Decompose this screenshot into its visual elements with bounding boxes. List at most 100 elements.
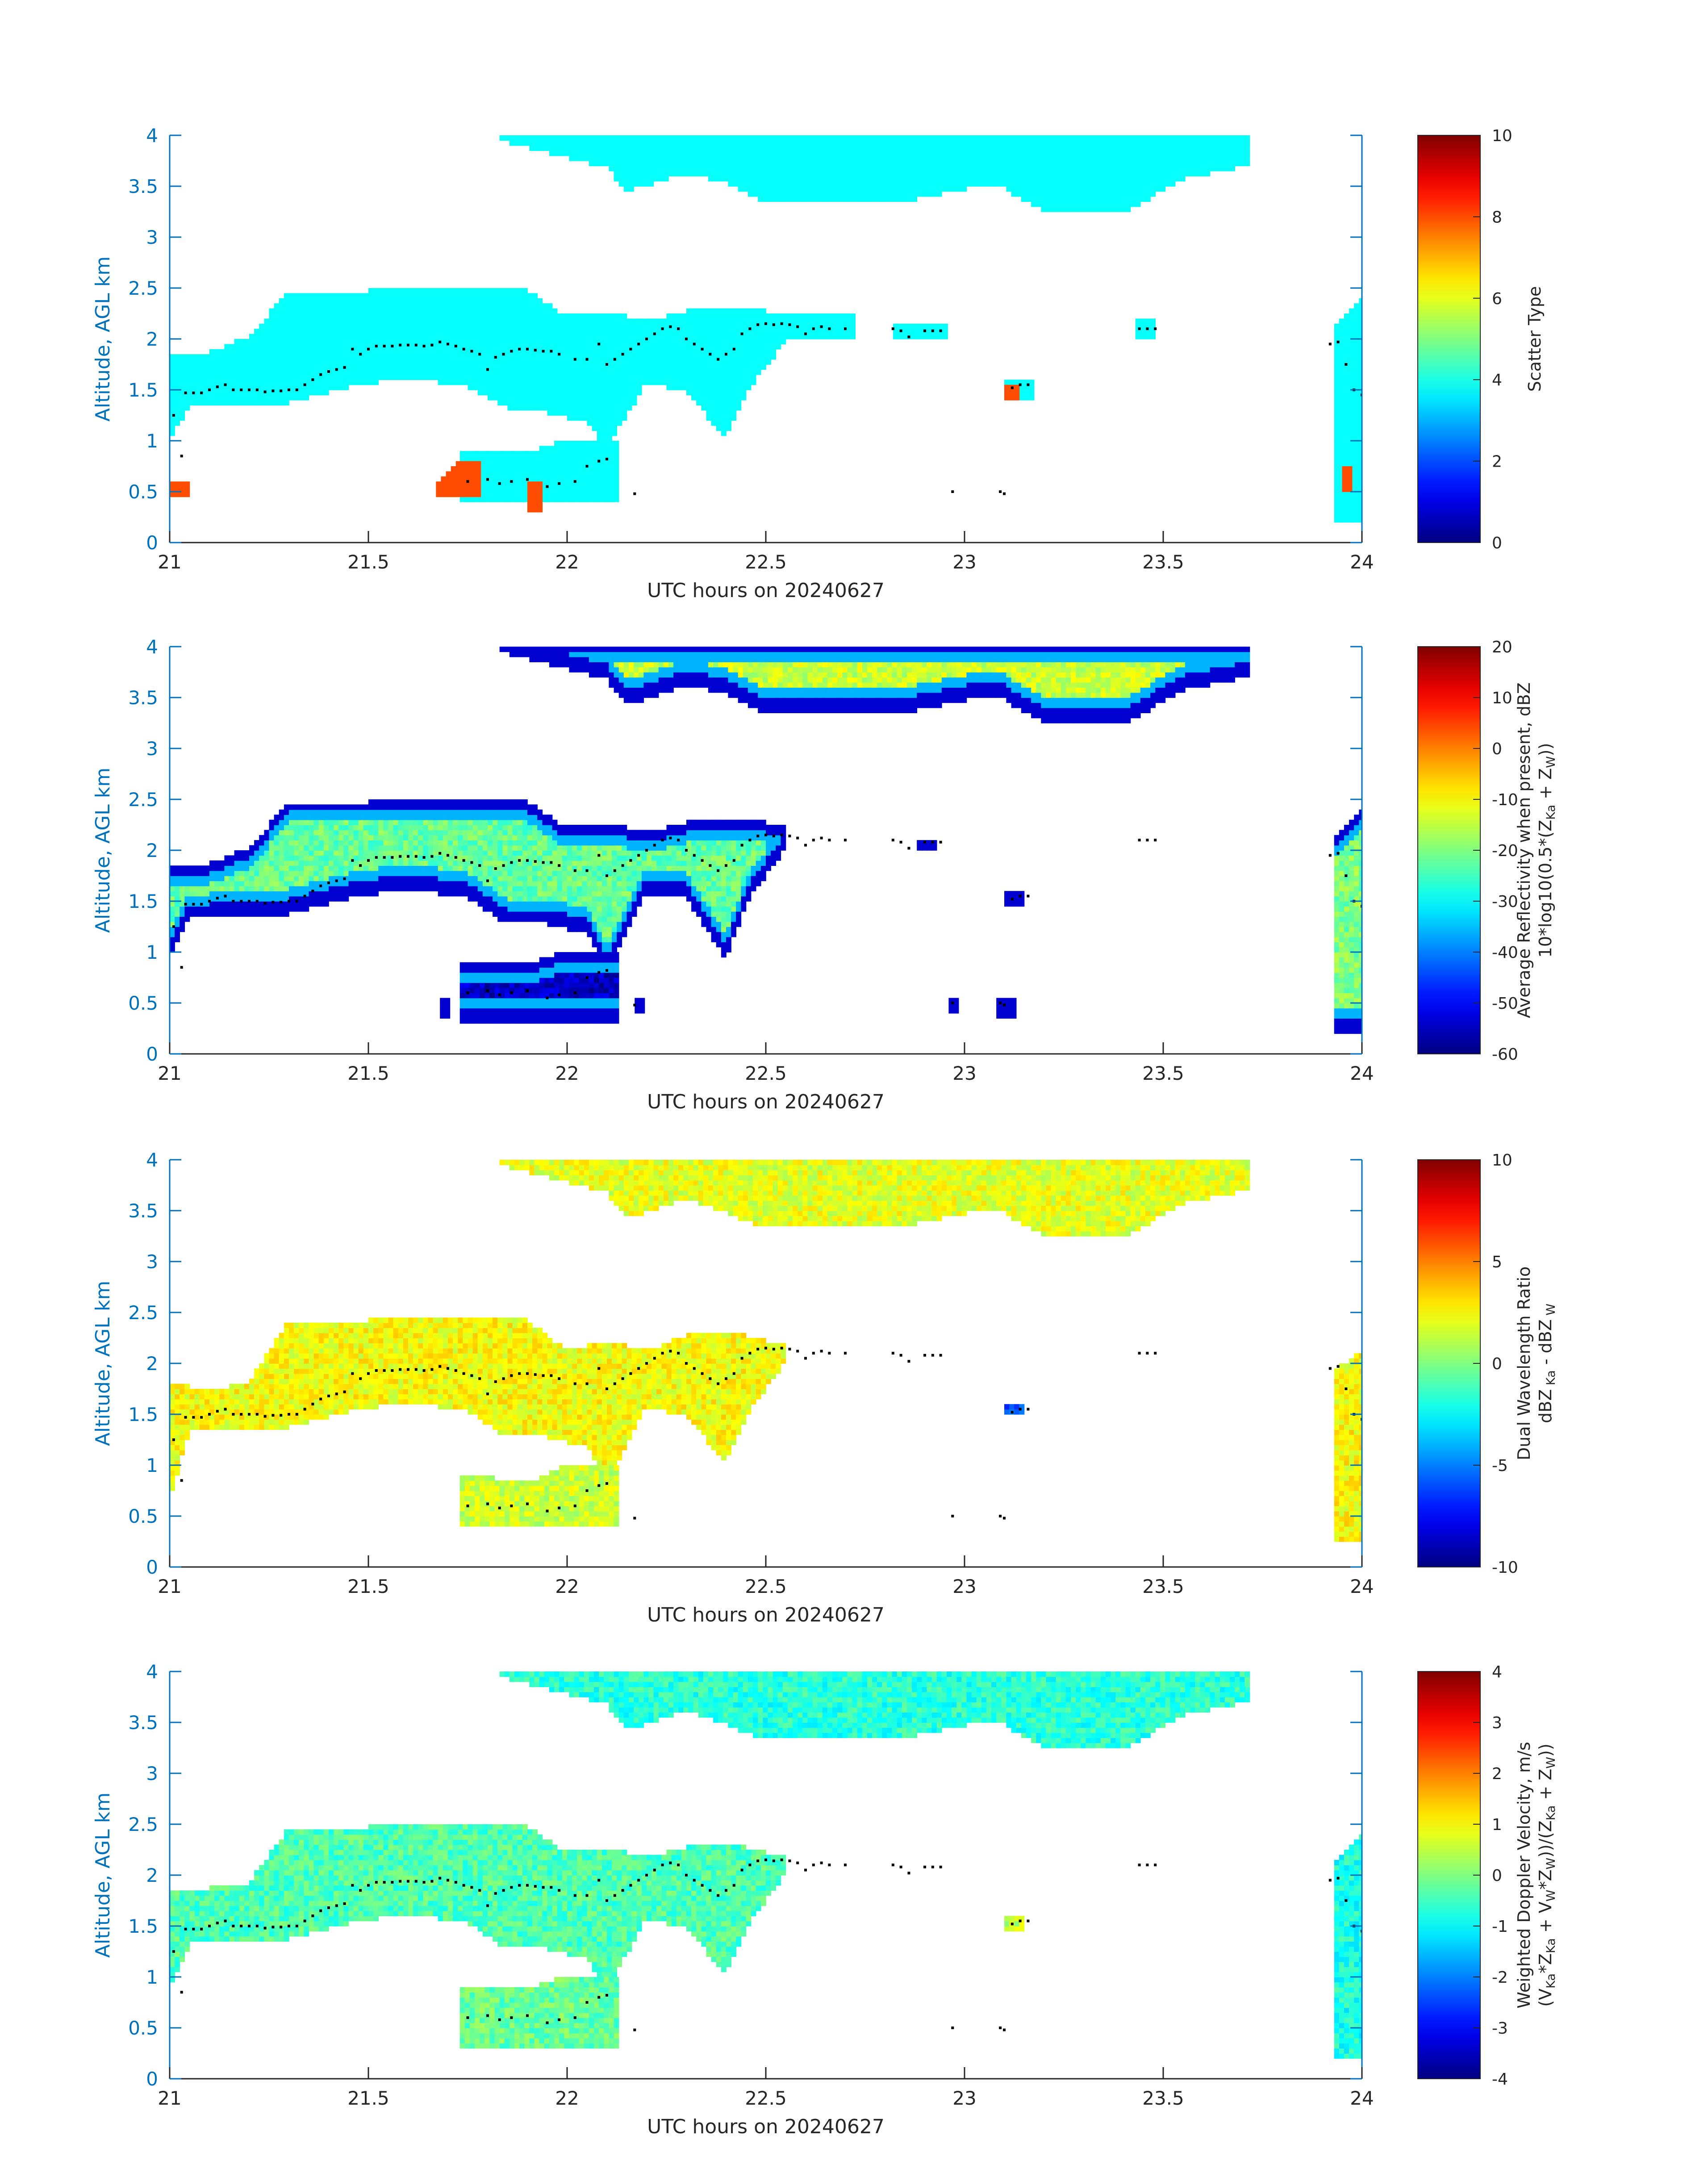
heatmap-cell: [436, 486, 442, 492]
heatmap-cell: [601, 329, 607, 334]
heatmap-cell: [892, 181, 898, 187]
heatmap-cell: [184, 380, 190, 385]
heatmap-cell: [507, 369, 513, 375]
heatmap-cell: [763, 161, 768, 167]
heatmap-cell: [1334, 425, 1340, 431]
heatmap-cell: [512, 354, 518, 360]
heatmap-cell: [589, 441, 594, 447]
heatmap-cell: [628, 682, 634, 688]
heatmap-cell: [524, 135, 530, 141]
heatmap-cell: [507, 405, 513, 411]
heatmap-cell: [845, 329, 851, 334]
heatmap-cell: [284, 308, 289, 314]
heatmap-cell: [304, 349, 309, 355]
heatmap-cell: [623, 692, 629, 698]
heatmap-cell: [897, 191, 902, 197]
heatmap-cell: [509, 451, 515, 456]
heatmap-cell: [872, 181, 877, 187]
heatmap-cell: [537, 405, 543, 411]
heatmap-cell: [1160, 176, 1166, 182]
heatmap-cell: [614, 656, 619, 662]
heatmap-cell: [497, 384, 503, 390]
heatmap-cell: [547, 329, 553, 334]
heatmap-cell: [887, 171, 893, 176]
heatmap-cell: [718, 150, 724, 156]
heatmap-cell: [1354, 461, 1360, 467]
heatmap-cell: [617, 384, 622, 390]
heatmap-cell: [423, 298, 429, 304]
heatmap-cell: [472, 374, 478, 380]
heatmap-cell: [1041, 176, 1047, 182]
heatmap-cell: [1359, 298, 1362, 304]
heatmap-cell: [1160, 181, 1166, 187]
heatmap-cell: [284, 329, 289, 334]
heatmap-cell: [1339, 405, 1345, 411]
heatmap-cell: [383, 354, 389, 360]
heatmap-cell: [443, 298, 448, 304]
heatmap-cell: [653, 171, 659, 176]
heatmap-cell: [782, 196, 788, 202]
heatmap-cell: [358, 308, 364, 314]
heatmap-cell: [597, 435, 602, 441]
heatmap-cell: [373, 359, 379, 365]
heatmap-cell: [368, 318, 374, 324]
heatmap-cell: [493, 339, 498, 345]
heatmap-cell: [612, 410, 617, 416]
heatmap-cell: [453, 288, 458, 294]
heatmap-cell: [552, 323, 558, 329]
heatmap-cell: [1031, 161, 1036, 167]
heatmap-cell: [812, 161, 818, 167]
heatmap-cell: [776, 339, 781, 345]
cloud-base-point: [391, 345, 394, 347]
heatmap-cell: [931, 186, 937, 192]
heatmap-cell: [219, 349, 225, 355]
heatmap-cell: [428, 374, 434, 380]
heatmap-cell: [1081, 196, 1086, 202]
heatmap-cell: [537, 334, 543, 339]
heatmap-cell: [1240, 161, 1245, 167]
heatmap-cell: [488, 349, 493, 355]
heatmap-cell: [741, 308, 747, 314]
heatmap-cell: [184, 481, 190, 487]
heatmap-cell: [607, 420, 612, 426]
heatmap-cell: [1071, 201, 1076, 207]
heatmap-cell: [527, 400, 533, 405]
heatmap-cell: [562, 313, 568, 319]
heatmap-cell: [189, 354, 195, 360]
heatmap-cell: [867, 155, 873, 161]
heatmap-cell: [721, 318, 727, 324]
heatmap-cell: [214, 364, 220, 370]
x-tick-label: 21.5: [347, 551, 389, 573]
heatmap-cell: [1105, 171, 1111, 176]
heatmap-cell: [1349, 441, 1354, 447]
heatmap-cell: [532, 481, 538, 487]
heatmap-cell: [927, 140, 932, 146]
echo-region: [1342, 466, 1353, 492]
heatmap-cell: [572, 364, 577, 370]
heatmap-cell: [726, 420, 731, 426]
heatmap-cell: [1215, 150, 1220, 156]
heatmap-cell: [1349, 435, 1354, 441]
heatmap-cell: [363, 349, 369, 355]
heatmap-cell: [741, 318, 747, 324]
heatmap-cell: [721, 430, 727, 436]
heatmap-cell: [579, 155, 585, 161]
heatmap-cell: [455, 466, 461, 472]
heatmap-cell: [617, 410, 622, 416]
heatmap-cell: [1071, 191, 1076, 197]
heatmap-cell: [956, 166, 962, 171]
heatmap-cell: [373, 323, 379, 329]
heatmap-cell: [472, 344, 478, 350]
heatmap-cell: [1135, 323, 1141, 329]
heatmap-cell: [628, 692, 634, 698]
heatmap-cell: [877, 155, 883, 161]
heatmap-cell: [388, 313, 394, 319]
heatmap-cell: [906, 181, 912, 187]
heatmap-cell: [1090, 196, 1096, 202]
heatmap-cell: [544, 497, 550, 502]
heatmap-cell: [318, 374, 324, 380]
heatmap-cell: [1339, 400, 1345, 405]
heatmap-cell: [458, 334, 464, 339]
heatmap-cell: [199, 400, 205, 405]
heatmap-cell: [618, 181, 624, 187]
